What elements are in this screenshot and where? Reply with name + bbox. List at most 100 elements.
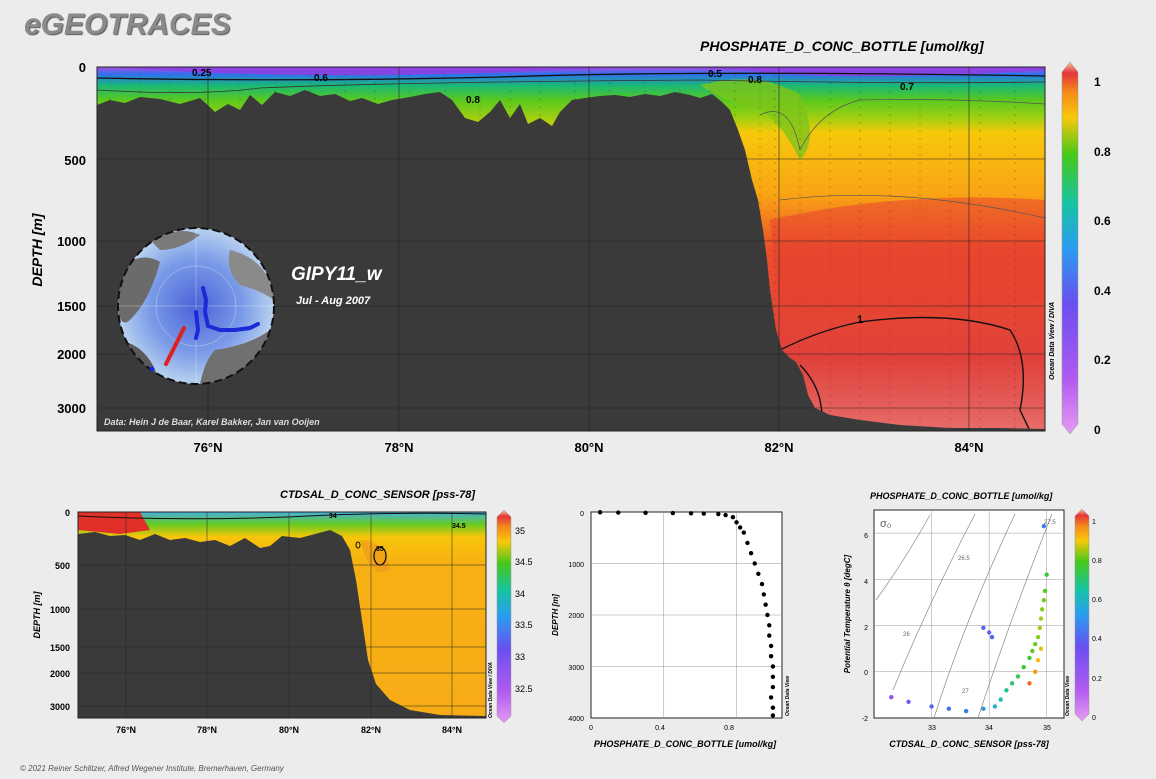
station-sample [1014,306,1016,308]
station-sample [1014,394,1016,396]
station-sample [1014,154,1016,156]
ts-point [1027,681,1032,686]
station-sample [979,170,981,172]
station-sample [479,74,481,76]
ts-point [906,699,911,705]
station-sample [829,394,831,396]
station-sample [1014,226,1016,228]
station-sample [919,90,921,92]
station-sample [799,154,801,156]
cruise-name: GIPY11_w [291,264,383,285]
ts-point [986,630,992,635]
station-sample [799,122,801,124]
ts-point [1021,664,1026,670]
station-sample [919,202,921,204]
y-tick-label: 2000 [57,347,86,362]
station-sample [949,402,951,404]
station-sample [919,282,921,284]
station-sample [889,370,891,372]
ts-point [929,704,934,709]
station-sample [979,282,981,284]
station-sample [919,362,921,364]
station-sample [774,106,776,108]
station-sample [979,306,981,308]
station-sample [759,146,761,148]
x-tick-label: 0.8 [724,725,734,732]
profile-point [597,510,603,515]
contour-label: 1 [857,314,863,326]
station-sample [829,354,831,356]
station-sample [799,322,801,324]
station-sample [799,106,801,108]
station-sample [1014,106,1016,108]
colorbar-scale [1061,61,1079,435]
isopycnals: σ₀ 26 26.5 27 27.5 [875,513,1056,719]
station-sample [829,162,831,164]
station-sample [409,82,411,84]
station-sample [1014,178,1016,180]
colorbar-tick: 0.6 [1092,597,1102,604]
profile-point [770,713,776,718]
station-sample [979,162,981,164]
station-sample [859,402,861,404]
y-tick-label: 0 [79,60,86,75]
station-sample [889,338,891,340]
ts-point [989,634,995,640]
x-tick-label: 84°N [954,440,983,455]
station-sample [889,154,891,156]
station-sample [859,146,861,148]
profile-point [768,643,774,649]
contour-label: 0.8 [466,95,480,106]
station-sample [979,298,981,300]
station-sample [1014,130,1016,132]
station-sample [1014,346,1016,348]
isopycnal-line [977,513,1053,719]
station-sample [949,362,951,364]
station-sample [859,98,861,100]
x-tick-label: 82°N [361,725,381,735]
station-sample [1014,402,1016,404]
x-tick-label: 80°N [574,440,603,455]
station-sample [829,106,831,108]
y-tick-label: 0 [580,511,584,518]
contour-label: 0.6 [314,73,328,84]
station-sample [444,74,446,76]
colorbar-scale [496,509,512,724]
ts-chart-title: PHOSPHATE_D_CONC_BOTTLE [umol/kg] [870,491,1053,501]
station-sample [1014,354,1016,356]
station-sample [1014,418,1016,420]
station-sample [774,306,776,308]
y-tick-label: 1000 [568,562,584,569]
station-sample [829,242,831,244]
station-sample [799,298,801,300]
ts-scatter-plot: σ₀ 26 26.5 27 27.5 -2 0 2 4 6 33 34 35 C… [843,508,1102,749]
colorbar-tick: 0.4 [1094,284,1111,298]
station-sample [799,146,801,148]
x-tick-label: 35 [1043,725,1051,732]
station-sample [829,234,831,236]
cruise-track-blue-2 [194,310,201,340]
ts-point [1035,634,1041,640]
ts-point [1042,588,1048,594]
isopycnal-label: 27 [962,689,969,695]
station-sample [979,402,981,404]
station-sample [859,178,861,180]
station-sample [799,338,801,340]
station-sample [889,122,891,124]
station-sample [979,130,981,132]
station-sample [889,354,891,356]
station-sample [139,74,141,76]
green-tongue [700,79,810,160]
station-sample [979,378,981,380]
station-sample [709,82,711,84]
ts-point [1044,572,1049,577]
station-sample [949,338,951,340]
station-sample [859,266,861,268]
station-sample [829,322,831,324]
station-sample [799,98,801,100]
ts-frame [873,509,1065,719]
station-sample [979,74,981,76]
station-sample [919,114,921,116]
station-sample [889,162,891,164]
station-sample [889,242,891,244]
